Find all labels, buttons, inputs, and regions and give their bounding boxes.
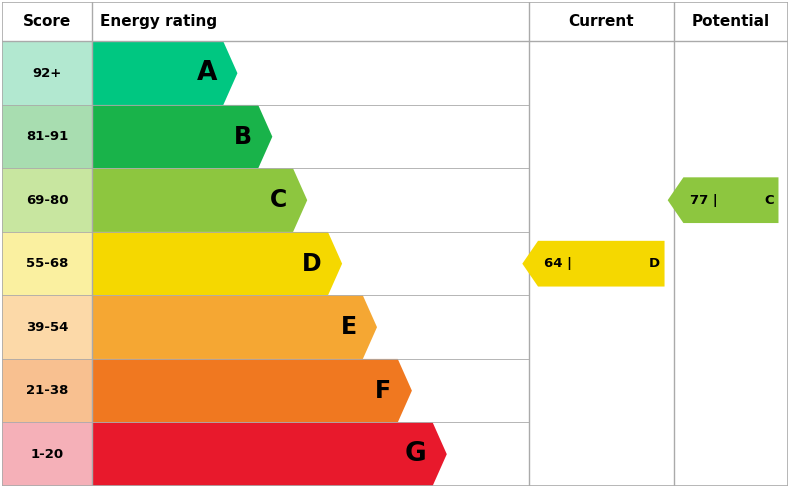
Polygon shape [92,423,447,486]
Text: Energy rating: Energy rating [100,14,217,29]
Bar [2,423,92,486]
Text: B: B [234,125,252,149]
Text: F: F [375,379,392,403]
Bar [2,359,92,423]
Text: A: A [197,60,217,86]
Polygon shape [522,241,664,286]
Bar [2,232,92,295]
Text: 92+: 92+ [32,67,62,80]
Text: D: D [302,252,322,276]
Text: E: E [340,315,356,339]
Text: C: C [764,194,773,207]
Polygon shape [92,232,342,295]
Text: 69-80: 69-80 [26,194,69,207]
Text: 77 |: 77 | [690,194,717,207]
Text: 64 |: 64 | [544,257,572,270]
Polygon shape [92,41,238,105]
Text: 1-20: 1-20 [31,447,64,461]
Text: 21-38: 21-38 [26,384,69,397]
Text: 39-54: 39-54 [26,321,69,334]
Bar [2,105,92,168]
Text: Score: Score [23,14,71,29]
Polygon shape [668,177,778,223]
Text: 81-91: 81-91 [26,130,69,143]
Text: Potential: Potential [692,14,770,29]
Bar [2,168,92,232]
Text: 55-68: 55-68 [26,257,69,270]
Polygon shape [92,168,307,232]
Text: Current: Current [569,14,634,29]
Polygon shape [92,105,273,168]
Polygon shape [92,359,412,423]
Text: C: C [269,188,287,212]
Bar [2,295,92,359]
Bar [2,41,92,105]
Text: D: D [649,257,660,270]
Polygon shape [92,295,377,359]
Text: G: G [404,441,427,467]
